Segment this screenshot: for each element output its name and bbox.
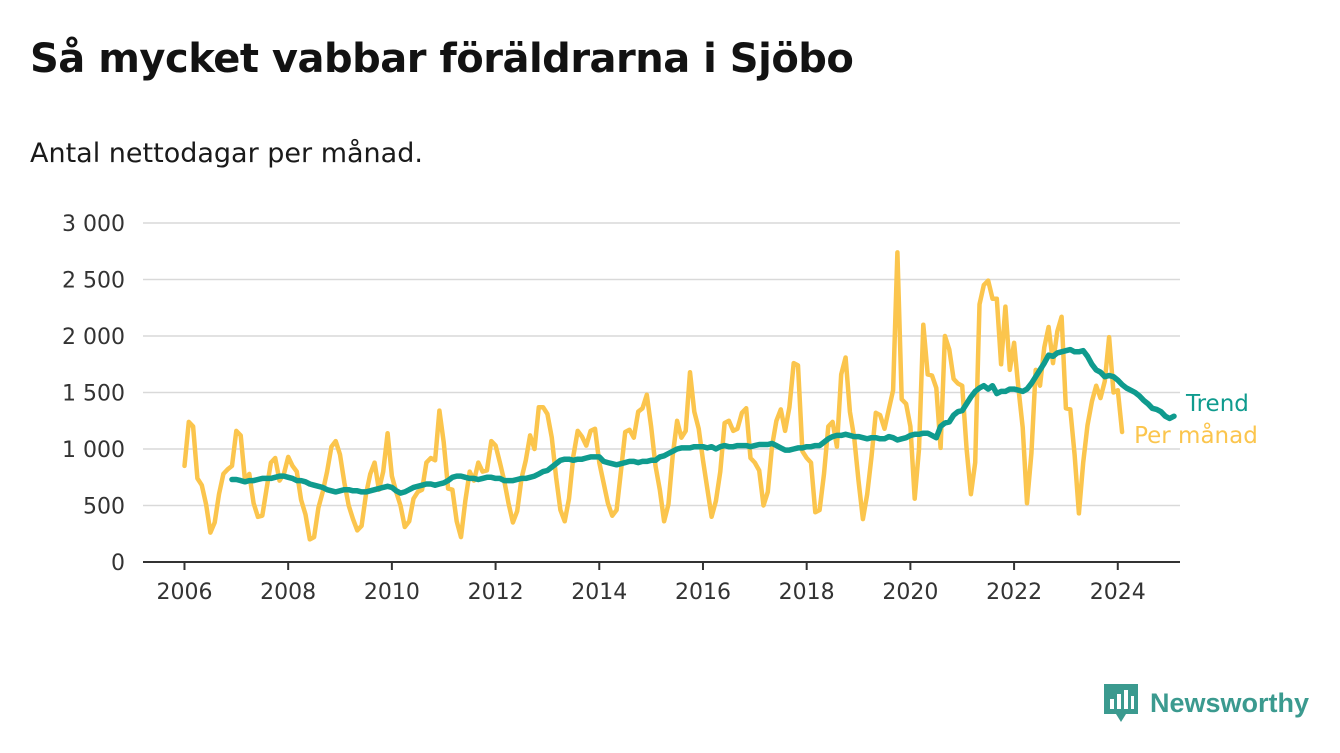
x-tick-label: 2010 [364, 580, 420, 605]
x-tick-label: 2008 [260, 580, 316, 605]
x-tick-label: 2006 [156, 580, 212, 605]
y-tick-label: 0 [111, 551, 125, 576]
x-tick-label: 2018 [779, 580, 835, 605]
x-axis: 2006 2008 2010 2012 2014 2016 2018 2020 2022 2024 [143, 561, 1180, 605]
plot-area [182, 250, 1177, 542]
y-tick-label: 1 500 [62, 382, 125, 407]
x-tick-label: 2024 [1090, 580, 1146, 605]
y-tick-label: 3 000 [62, 212, 125, 237]
y-axis-ticks: 0 500 1 000 1 500 2 000 2 500 3 000 [62, 212, 125, 576]
y-tick-label: 2 500 [62, 269, 125, 294]
y-tick-label: 2 000 [62, 325, 125, 350]
chart-title: Så mycket vabbar föräldrarna i Sjöbo [30, 36, 854, 82]
x-tick-label: 2022 [986, 580, 1042, 605]
x-tick-label: 2016 [675, 580, 731, 605]
brand-logo[interactable]: Newsworthy [1102, 682, 1309, 724]
series-label-per-manad: Per månad [1134, 421, 1258, 449]
y-tick-label: 500 [83, 495, 125, 520]
series-labels: Trend Per månad [1134, 391, 1258, 449]
y-tick-label: 1 000 [62, 438, 125, 463]
series-line-per-manad [182, 250, 1125, 542]
series-label-trend: Trend [1185, 391, 1249, 417]
x-tick-label: 2020 [882, 580, 938, 605]
x-tick-label: 2012 [468, 580, 524, 605]
chart-subtitle: Antal nettodagar per månad. [30, 138, 423, 169]
brand-name: Newsworthy [1150, 687, 1310, 718]
series-line-trend [229, 346, 1177, 496]
newsworthy-logo-icon [1104, 684, 1138, 722]
x-tick-label: 2014 [571, 580, 627, 605]
